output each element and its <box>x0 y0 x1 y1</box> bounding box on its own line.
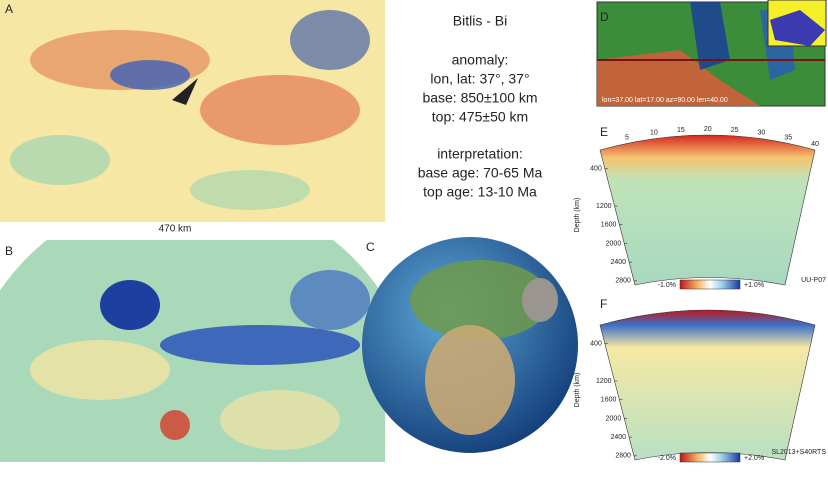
text-line: base: 850±100 km <box>422 90 537 106</box>
y-tick-label: 2000 <box>606 415 622 422</box>
colorbar-e <box>679 279 741 290</box>
panel-label: E <box>600 125 608 139</box>
colorbar-max: +1.0% <box>744 282 764 289</box>
y-tick-label: 2000 <box>606 240 622 247</box>
text-line: base age: 70-65 Ma <box>418 165 543 181</box>
x-tick-label: 5 <box>625 134 629 141</box>
axis-label: Depth (km) <box>574 373 581 408</box>
y-tick-label: 1200 <box>596 378 612 385</box>
panel-label: F <box>600 297 607 311</box>
x-tick-label: 25 <box>731 127 739 134</box>
panel-label: D <box>600 10 609 24</box>
map-d <box>596 0 827 107</box>
colorbar-f <box>679 452 741 463</box>
model-name: UU-P07 <box>801 277 826 284</box>
y-tick-label: 1600 <box>601 222 617 229</box>
colorbar-min: -2.0% <box>658 455 676 462</box>
section-e <box>599 134 816 286</box>
panel-label: B <box>5 244 13 258</box>
section-f <box>599 309 816 461</box>
y-tick-label: 1200 <box>596 203 612 210</box>
title: Bitlis - Bi <box>453 13 507 29</box>
colorbar-max: +2.0% <box>744 455 764 462</box>
text-line: interpretation: <box>437 146 523 162</box>
x-tick-label: 35 <box>784 134 792 141</box>
text-line: anomaly: <box>452 52 509 68</box>
y-tick-label: 400 <box>590 166 602 173</box>
y-tick-label: 1600 <box>601 397 617 404</box>
x-tick-label: 20 <box>704 126 712 133</box>
x-tick-label: 15 <box>677 127 685 134</box>
x-tick-label: 30 <box>758 130 766 137</box>
map-b <box>0 240 385 462</box>
y-tick-label: 400 <box>590 341 602 348</box>
y-tick-label: 2800 <box>615 278 631 285</box>
section-caption: lon=37.00 lat=17.00 az=90.00 len=40.00 <box>602 97 728 104</box>
scale-label: 470 km <box>159 224 192 235</box>
colorbar-min: -1.0% <box>658 282 676 289</box>
text-line: lon, lat: 37°, 37° <box>430 71 529 87</box>
text-line: top: 475±50 km <box>432 109 528 125</box>
model-name: SL2013+S40RTS <box>771 449 826 456</box>
x-tick-label: 10 <box>650 130 658 137</box>
y-tick-label: 2400 <box>610 434 626 441</box>
globe <box>362 237 578 453</box>
panel-label: A <box>5 2 13 16</box>
x-tick-label: 40 <box>811 141 819 148</box>
y-tick-label: 2800 <box>615 453 631 460</box>
y-tick-label: 2400 <box>610 259 626 266</box>
text-line: top age: 13-10 Ma <box>423 184 537 200</box>
axis-label: Depth (km) <box>574 198 581 233</box>
map-a <box>0 0 385 222</box>
panel-label: C <box>366 240 375 254</box>
